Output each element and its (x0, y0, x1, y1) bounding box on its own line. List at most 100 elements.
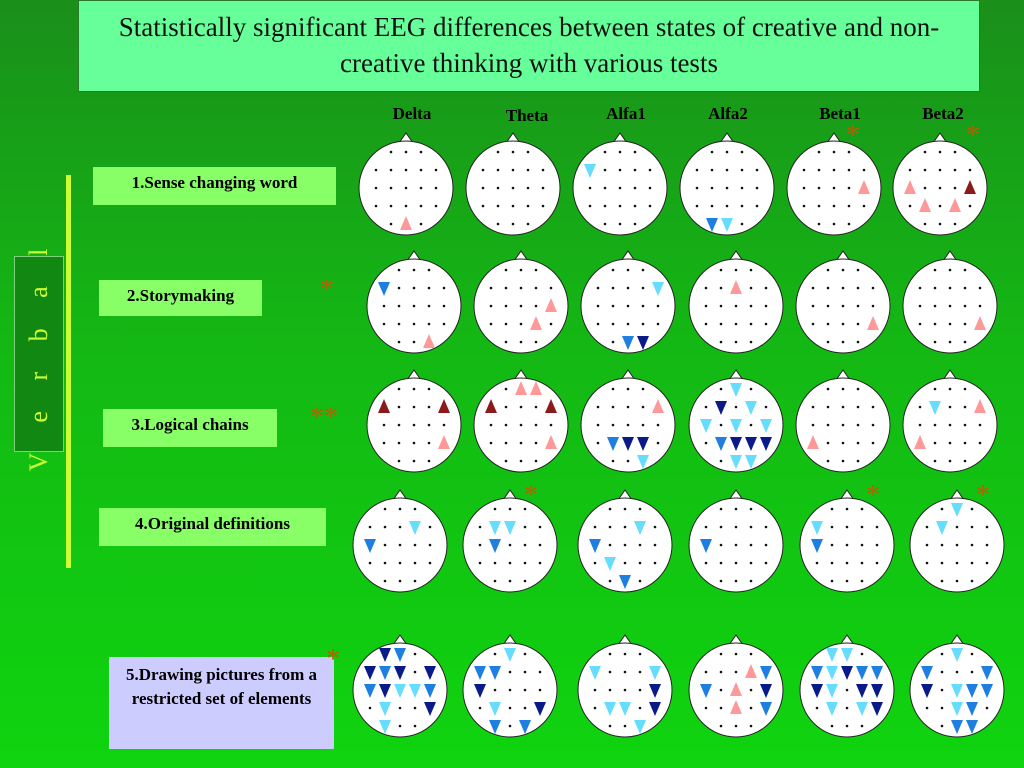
electrode-dot (933, 459, 937, 463)
electrode-dot (534, 304, 538, 308)
electrode-dot (489, 423, 493, 427)
electrode-dot (938, 204, 942, 208)
category-bracket-line (66, 175, 71, 568)
electrode-dot (704, 286, 708, 290)
decrease-marker (760, 419, 772, 433)
electrode-dot (933, 441, 937, 445)
scalp-map-row2-beta2 (902, 250, 998, 354)
decrease-marker (364, 684, 376, 698)
electrode-dot (412, 441, 416, 445)
electrode-dot (749, 724, 753, 728)
electrode-dot (749, 322, 753, 326)
electrode-dot (845, 525, 849, 529)
electrode-dot (618, 204, 622, 208)
electrode-dot (508, 706, 512, 710)
electrode-dot (641, 286, 645, 290)
electrode-dot (383, 525, 387, 529)
electrode-dot (985, 561, 989, 565)
electrode-dot (830, 561, 834, 565)
scalp-map-row5-alfa2 (688, 634, 784, 738)
electrode-dot (734, 304, 738, 308)
electrode-dot (955, 579, 959, 583)
increase-marker (974, 316, 986, 330)
electrode-dot (427, 459, 431, 463)
electrode-dot (953, 168, 957, 172)
electrode-dot (695, 168, 699, 172)
electrode-dot (596, 441, 600, 445)
electrode-dot (534, 268, 538, 272)
electrode-dot (434, 186, 438, 190)
electrode-dot (397, 387, 401, 391)
electrode-dot (918, 304, 922, 308)
decrease-marker (826, 684, 838, 698)
electrode-dot (383, 561, 387, 565)
electrode-dot (397, 405, 401, 409)
electrode-dot (704, 706, 708, 710)
electrode-dot (749, 387, 753, 391)
electrode-dot (826, 268, 830, 272)
electrode-dot (704, 322, 708, 326)
electrode-dot (734, 322, 738, 326)
electrode-dot (985, 525, 989, 529)
electrode-dot (938, 168, 942, 172)
electrode-dot (755, 204, 759, 208)
electrode-dot (504, 340, 508, 344)
scalp-map-row3-alfa1 (580, 369, 676, 473)
electrode-dot (811, 405, 815, 409)
decrease-marker (504, 521, 516, 535)
electrode-dot (611, 322, 615, 326)
electrode-dot (734, 340, 738, 344)
electrode-dot (940, 561, 944, 565)
electrode-dot (749, 688, 753, 692)
electrode-dot (860, 543, 864, 547)
decrease-marker (951, 720, 963, 734)
electrode-dot (740, 222, 744, 226)
electrode-dot (856, 304, 860, 308)
electrode-dot (493, 561, 497, 565)
scalp-map-row4-beta2 (909, 489, 1005, 593)
decrease-marker (619, 575, 631, 589)
decrease-marker (929, 401, 941, 415)
electrode-dot (755, 168, 759, 172)
electrode-dot (970, 579, 974, 583)
electrode-dot (419, 222, 423, 226)
electrode-dot (534, 441, 538, 445)
electrode-dot (496, 204, 500, 208)
electrode-dot (608, 688, 612, 692)
electrode-dot (648, 204, 652, 208)
decrease-marker (760, 702, 772, 716)
decrease-marker (871, 666, 883, 680)
electrode-dot (523, 652, 527, 656)
electrode-dot (832, 222, 836, 226)
electrode-dot (847, 222, 851, 226)
electrode-dot (749, 340, 753, 344)
increase-marker (949, 198, 961, 212)
electrode-dot (489, 304, 493, 308)
electrode-dot (841, 459, 845, 463)
electrode-dot (704, 304, 708, 308)
decrease-marker (604, 557, 616, 571)
electrode-dot (519, 340, 523, 344)
electrode-dot (963, 268, 967, 272)
significance-mark-beta1: * (846, 120, 860, 151)
electrode-dot (638, 579, 642, 583)
electrode-dot (817, 204, 821, 208)
decrease-marker (745, 401, 757, 415)
decrease-marker (841, 666, 853, 680)
electrode-dot (641, 387, 645, 391)
electrode-dot (749, 652, 753, 656)
electrode-dot (985, 543, 989, 547)
increase-marker (378, 399, 390, 413)
electrode-dot (623, 525, 627, 529)
decrease-marker (622, 336, 634, 350)
electrode-dot (948, 268, 952, 272)
decrease-marker (394, 666, 406, 680)
electrode-dot (383, 543, 387, 547)
electrode-dot (511, 186, 515, 190)
electrode-dot (740, 150, 744, 154)
electrode-dot (817, 168, 821, 172)
scalp-map-row1-alfa1 (572, 132, 668, 236)
electrode-dot (383, 579, 387, 583)
electrode-dot (815, 706, 819, 710)
decrease-marker (706, 218, 718, 232)
